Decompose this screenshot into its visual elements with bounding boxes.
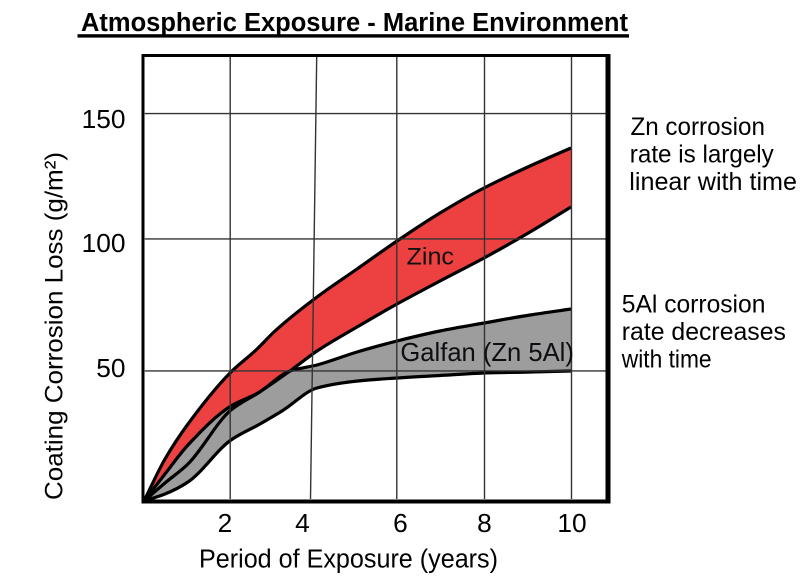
svg-text:50: 50 [96, 353, 125, 383]
svg-text:Zn corrosion: Zn corrosion [631, 113, 765, 141]
svg-text:Coating Corrosion Loss (g/m²): Coating Corrosion Loss (g/m²) [41, 152, 69, 500]
svg-text:4: 4 [295, 508, 310, 538]
svg-text:10: 10 [557, 508, 586, 538]
svg-text:rate decreases: rate decreases [622, 318, 786, 346]
svg-text:with time: with time [621, 346, 712, 374]
svg-text:linear with time: linear with time [629, 168, 797, 196]
svg-text:6: 6 [393, 508, 408, 538]
svg-text:150: 150 [82, 104, 126, 134]
svg-text:Atmospheric Exposure - Marine: Atmospheric Exposure - Marine Environmen… [81, 9, 628, 37]
svg-text:Galfan (Zn 5Al): Galfan (Zn 5Al) [400, 339, 574, 367]
svg-text:5Al corrosion: 5Al corrosion [622, 290, 766, 318]
svg-text:Period of Exposure (years): Period of Exposure (years) [199, 545, 498, 573]
svg-text:rate is largely: rate is largely [630, 141, 774, 169]
svg-text:2: 2 [218, 508, 233, 538]
svg-text:8: 8 [477, 508, 492, 538]
svg-text:100: 100 [82, 228, 126, 258]
svg-text:Zinc: Zinc [407, 244, 455, 271]
